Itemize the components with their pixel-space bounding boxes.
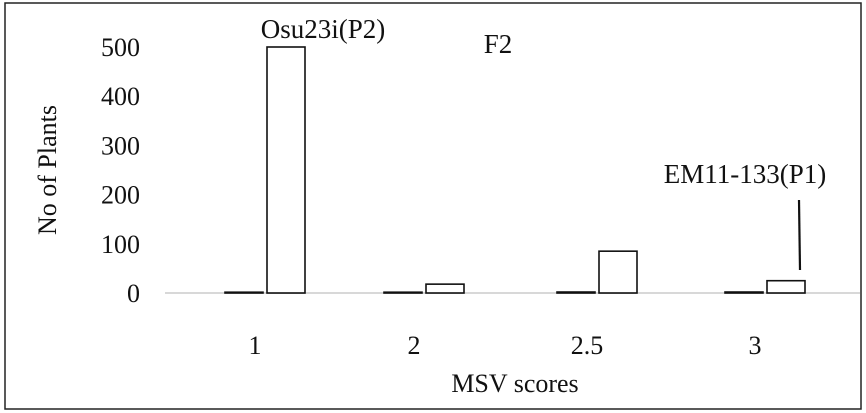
annotation-label: F2 [484,29,513,59]
bar-series2-2_5 [598,250,638,294]
y-axis-title: No of Plants [33,105,62,235]
annotation-pointer-line [797,199,802,271]
bar-series2-1 [266,46,306,294]
y-tick-label: 0 [127,279,140,308]
bar-series1-2_5 [556,291,596,294]
bar-series1-2 [383,291,423,294]
y-tick-label: 100 [101,230,140,259]
bar-series2-2 [425,283,465,294]
x-tick-label: 2 [408,331,421,360]
x-axis-title: MSV scores [451,369,578,398]
x-tick-label: 2.5 [571,331,604,360]
bar-series2-3 [766,279,806,294]
y-tick-label: 300 [101,131,140,160]
annotation-label: EM11-133(P1) [664,159,827,189]
annotation-label: Osu23i(P2) [261,14,386,44]
x-tick-label: 1 [249,331,262,360]
chart-frame [4,2,862,410]
bar-series1-1 [224,291,264,294]
y-tick-label: 200 [101,181,140,210]
x-tick-label: 3 [749,331,762,360]
bar-series1-3 [724,291,764,294]
y-tick-label: 400 [101,82,140,111]
y-tick-label: 500 [101,33,140,62]
